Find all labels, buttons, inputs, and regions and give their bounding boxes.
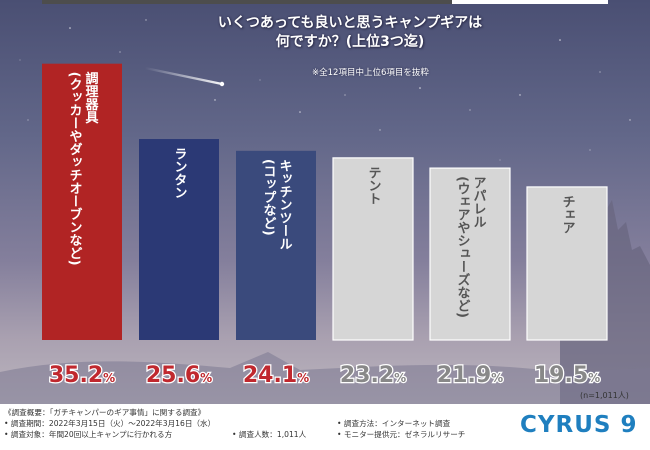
bar-3-value: 24.1% — [243, 363, 309, 388]
survey-footer: 《調査概要：「ガチキャンパーのギア事情」に関する調査》 • 調査期間：2022年… — [0, 404, 650, 450]
survey-overview: 《調査概要：「ガチキャンパーのギア事情」に関する調査》 — [4, 408, 206, 417]
bar-5 — [429, 167, 511, 341]
bar-1 — [42, 63, 122, 341]
bar-2-value: 25.6% — [146, 363, 212, 388]
bar-4-value: 23.2% — [340, 363, 406, 388]
bar-6-label: チェア — [560, 195, 575, 234]
bar-2-label: ランタン — [172, 147, 188, 199]
bar-5-label: アパレル — [471, 176, 487, 228]
bar-2 — [139, 139, 219, 340]
chart-note: ※全12項目中上位6項目を抜粋 — [312, 68, 429, 78]
survey-method: • 調査方法：インターネット調査 — [337, 419, 451, 428]
star-field — [19, 19, 631, 161]
chart-title: いくつあっても良いと思うキャンプギアは 何ですか？(上位3つ迄) — [160, 14, 540, 52]
title-rule-light — [452, 0, 608, 4]
bar-5-value: 21.9% — [437, 363, 503, 388]
bar-1-value: 35.2% — [49, 363, 115, 388]
hill-silhouette — [0, 352, 650, 404]
survey-count: • 調査人数：1,011人 — [232, 430, 307, 439]
title-line-1: いくつあっても良いと思うキャンプギアは — [217, 15, 483, 31]
bar-4-label: テント — [366, 166, 381, 205]
bar-6-value: 19.5% — [534, 363, 600, 388]
title-rule-dark — [42, 0, 452, 4]
bar-1-label: 調理器具 — [83, 71, 100, 125]
bar-4 — [332, 157, 414, 341]
bar-6 — [526, 186, 608, 341]
bar-3-label: キッチンツール — [277, 159, 293, 250]
bar-plot: 調理器具(クッカーやダッチオーブンなど) 35.2% ランタン 25.6% キッチンツー… — [42, 63, 608, 389]
bar-5-sublabel: (ウェアやシューズなど) — [455, 176, 471, 318]
cyrus9-logo: CYRUS 9 — [520, 412, 638, 438]
bar-3-sublabel: (コップなど) — [261, 159, 277, 236]
title-line-2: 何ですか？(上位3つ迄) — [275, 34, 425, 50]
bar-3 — [236, 150, 316, 340]
survey-target: • 調査対象：年間20回以上キャンプに行かれる方 — [4, 430, 173, 439]
survey-period: • 調査期間：2022年3月15日（火）～2022年3月16日（水） — [4, 419, 216, 428]
sample-size-label: (n=1,011人) — [580, 391, 629, 400]
survey-monitor: • モニター提供元：ゼネラルリサーチ — [337, 430, 466, 439]
shooting-star — [143, 66, 224, 86]
bar-1-sublabel: (クッカーやダッチオーブンなど) — [67, 72, 83, 266]
